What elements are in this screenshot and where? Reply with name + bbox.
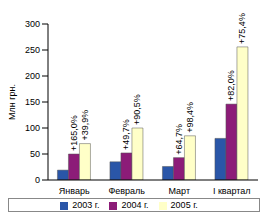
svg-text:Февраль: Февраль: [108, 186, 145, 196]
html-text:2004 г.: 2004 г.: [121, 200, 149, 210]
svg-text:Млн грн.: Млн грн.: [8, 84, 17, 120]
html-text:2003 г.: 2003 г.: [72, 200, 100, 210]
svg-text:+49,7%: +49,7%: [121, 119, 131, 150]
svg-text:50: 50: [30, 149, 40, 159]
svg-text:+39,9%: +39,9%: [80, 110, 90, 141]
html-text:2005 г.: 2005 г.: [170, 200, 198, 210]
svg-text:+64,7%: +64,7%: [174, 124, 184, 155]
svg-text:0: 0: [35, 175, 40, 185]
svg-text:Январь: Январь: [59, 186, 90, 196]
svg-text:+98,4%: +98,4%: [185, 102, 195, 133]
svg-text:+75,4%: +75,4%: [237, 13, 247, 44]
svg-text:+82,0%: +82,0%: [226, 70, 236, 101]
svg-text:I квартал: I квартал: [213, 186, 251, 196]
svg-text:100: 100: [25, 123, 40, 133]
svg-text:200: 200: [25, 71, 40, 81]
svg-text:150: 150: [25, 97, 40, 107]
svg-text:250: 250: [25, 45, 40, 55]
svg-text:Март: Март: [168, 186, 190, 196]
svg-text:300: 300: [25, 19, 40, 29]
svg-text:+165,0%: +165,0%: [69, 115, 79, 151]
svg-text:+90,5%: +90,5%: [132, 94, 142, 125]
